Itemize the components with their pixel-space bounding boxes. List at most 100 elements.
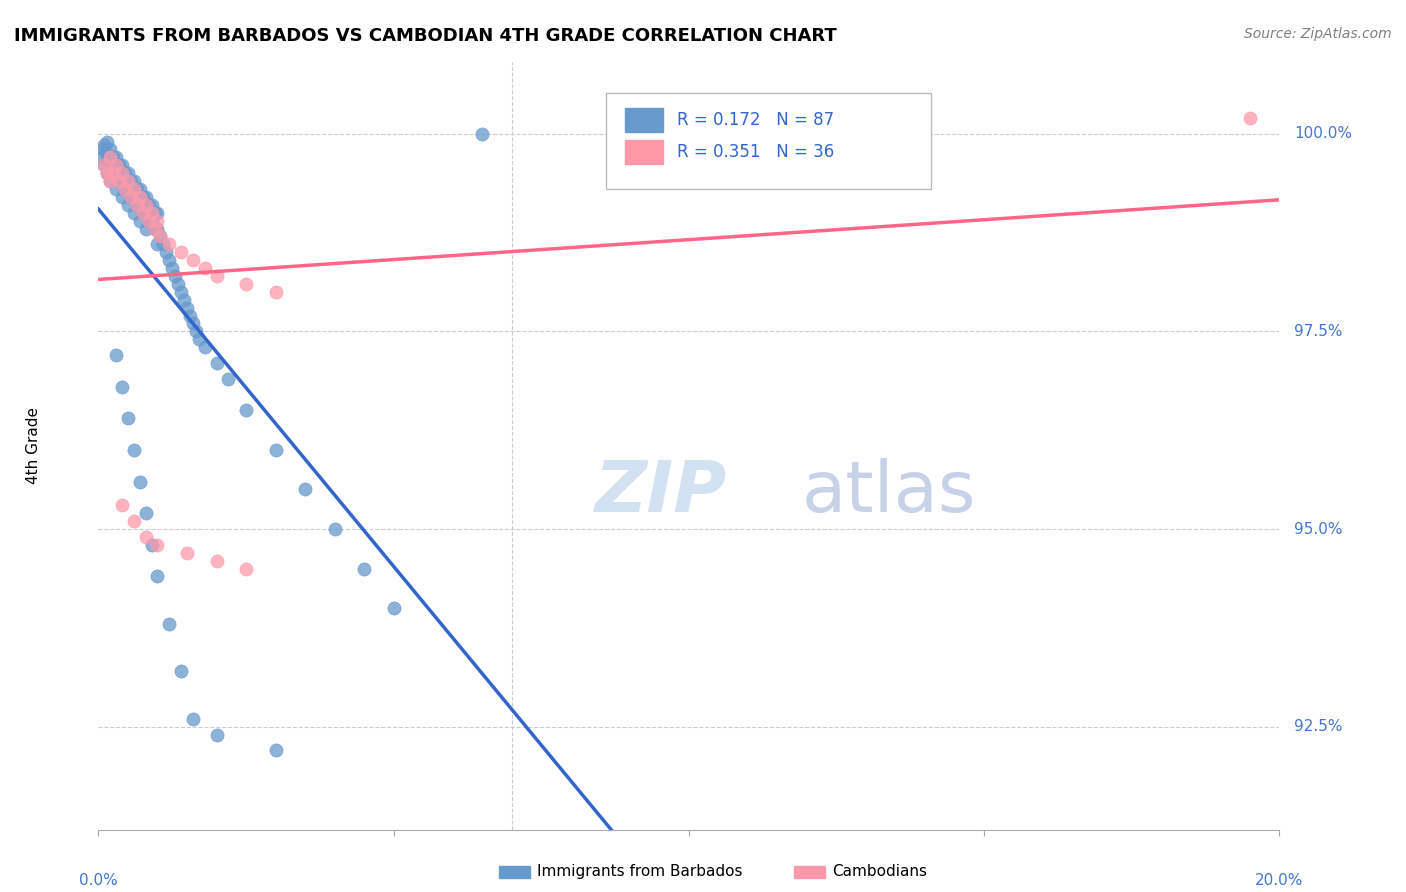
Point <box>149 229 172 244</box>
Point <box>143 221 166 235</box>
Point <box>111 498 134 512</box>
Point <box>105 158 128 172</box>
Point <box>122 190 145 204</box>
Text: 92.5%: 92.5% <box>1295 719 1343 734</box>
Point <box>103 166 125 180</box>
Point <box>179 309 201 323</box>
Point <box>128 190 150 204</box>
Point <box>146 205 169 219</box>
Point <box>111 174 134 188</box>
Point <box>122 174 145 188</box>
Point <box>205 356 228 370</box>
Point <box>132 205 155 219</box>
Point <box>264 743 287 757</box>
Point <box>125 182 148 196</box>
Point <box>194 261 217 276</box>
Point <box>173 293 195 307</box>
Point <box>235 277 257 291</box>
FancyBboxPatch shape <box>626 140 664 164</box>
Point <box>323 522 346 536</box>
Text: ZIP: ZIP <box>595 458 727 526</box>
Point <box>96 166 118 180</box>
Text: 20.0%: 20.0% <box>1256 873 1303 888</box>
Point <box>117 174 139 188</box>
Point <box>98 174 121 188</box>
Point <box>181 712 204 726</box>
Point <box>141 538 163 552</box>
Point <box>264 285 287 299</box>
Point <box>146 213 169 227</box>
Text: 0.0%: 0.0% <box>79 873 118 888</box>
Text: 95.0%: 95.0% <box>1295 522 1343 537</box>
Point <box>93 158 115 172</box>
FancyBboxPatch shape <box>626 108 664 132</box>
Point <box>157 616 180 631</box>
Point <box>194 340 217 354</box>
Point <box>111 190 134 204</box>
Point <box>125 198 148 212</box>
Point <box>108 158 131 172</box>
Point <box>111 158 134 172</box>
Point <box>128 475 150 489</box>
Point <box>205 268 228 283</box>
Point <box>125 198 148 212</box>
Text: 100.0%: 100.0% <box>1295 126 1353 141</box>
Point <box>103 150 125 164</box>
Point <box>135 198 157 212</box>
Point <box>98 158 121 172</box>
Point <box>143 205 166 219</box>
Point <box>135 506 157 520</box>
Point <box>382 601 405 615</box>
Point <box>176 546 198 560</box>
Point <box>105 150 128 164</box>
Point <box>122 514 145 528</box>
Point <box>96 135 118 149</box>
Point <box>181 317 204 331</box>
Point <box>111 380 134 394</box>
Point <box>98 174 121 188</box>
Point <box>94 146 117 161</box>
Point <box>143 221 166 235</box>
Point <box>93 138 115 153</box>
Point <box>141 213 163 227</box>
Point <box>111 166 134 180</box>
Point <box>96 166 118 180</box>
Point <box>122 182 145 196</box>
Point <box>105 166 128 180</box>
Point <box>181 253 204 268</box>
Point <box>471 127 494 141</box>
Point <box>141 205 163 219</box>
Point <box>205 728 228 742</box>
Point <box>353 561 375 575</box>
Point <box>146 538 169 552</box>
Point <box>135 205 157 219</box>
Point <box>157 253 180 268</box>
Point <box>170 285 193 299</box>
Point <box>105 182 128 196</box>
Point <box>155 245 177 260</box>
Point <box>103 166 125 180</box>
Point <box>176 301 198 315</box>
Point <box>117 182 139 196</box>
Point <box>264 442 287 457</box>
Point <box>132 190 155 204</box>
Point <box>170 245 193 260</box>
Point <box>105 348 128 362</box>
Point <box>205 554 228 568</box>
Point <box>1239 111 1261 125</box>
Point <box>114 166 136 180</box>
Point <box>135 221 157 235</box>
Point <box>170 665 193 679</box>
Text: R = 0.172   N = 87: R = 0.172 N = 87 <box>678 111 834 129</box>
Point <box>138 213 160 227</box>
Point <box>114 182 136 196</box>
Point <box>162 261 183 276</box>
Point <box>93 158 115 172</box>
Text: Immigrants from Barbados: Immigrants from Barbados <box>537 864 742 879</box>
Point <box>128 182 150 196</box>
FancyBboxPatch shape <box>606 93 931 189</box>
Point <box>114 182 136 196</box>
Point <box>152 237 174 252</box>
Point <box>146 237 169 252</box>
Point <box>146 569 169 583</box>
